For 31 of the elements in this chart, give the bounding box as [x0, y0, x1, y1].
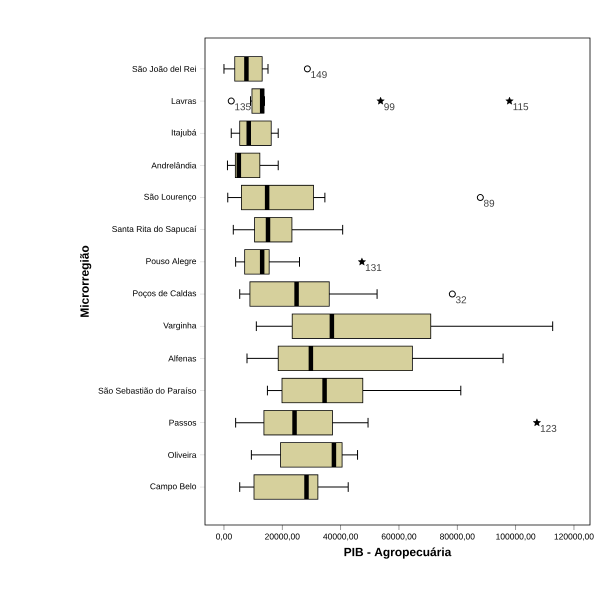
annotation: 135: [235, 103, 251, 110]
x-axis-title: PIB - Agropecuária: [344, 547, 452, 559]
annotation: 99: [384, 103, 394, 110]
y-axis-title: Microrregião: [80, 246, 92, 317]
y-tick-label: Santa Rita do Sapucaí: [112, 226, 196, 234]
annotation: 149: [311, 71, 327, 78]
y-tick-label: Varginha: [163, 322, 196, 330]
y-tick-label: Pouso Alegre: [146, 258, 196, 266]
y-tick-label: Andrelândia: [151, 162, 196, 168]
x-tick-label: 20000,00: [265, 534, 300, 541]
y-tick-label: Lavras: [172, 98, 196, 104]
x-tick-label: 80000,00: [440, 534, 475, 541]
y-tick-label: Passos: [169, 420, 196, 426]
annotation: 131: [366, 264, 382, 272]
y-tick-label: Oliveira: [168, 452, 196, 458]
x-tick-label: 0,00: [216, 534, 232, 541]
y-tick-label: São João del Rei: [132, 66, 196, 72]
annotation: 123: [540, 424, 556, 432]
x-tick-label: 100000,00: [496, 534, 536, 541]
y-tick-label: Campo Belo: [150, 483, 196, 491]
x-tick-label: 120000,00: [554, 534, 594, 541]
y-tick-label: Itajubá: [172, 129, 196, 138]
y-tick-label: São Lourenço: [144, 194, 196, 202]
annotation: 115: [513, 103, 528, 110]
annotation: 89: [484, 200, 494, 207]
y-tick-label: São Sebastião do Paraíso: [98, 387, 196, 394]
x-tick-label: 60000,00: [382, 534, 416, 541]
y-tick-label: Alfenas: [168, 355, 196, 362]
annotation: 32: [456, 296, 466, 304]
x-tick-label: 40000,00: [323, 534, 358, 541]
y-tick-label: Poços de Caldas: [133, 290, 196, 298]
